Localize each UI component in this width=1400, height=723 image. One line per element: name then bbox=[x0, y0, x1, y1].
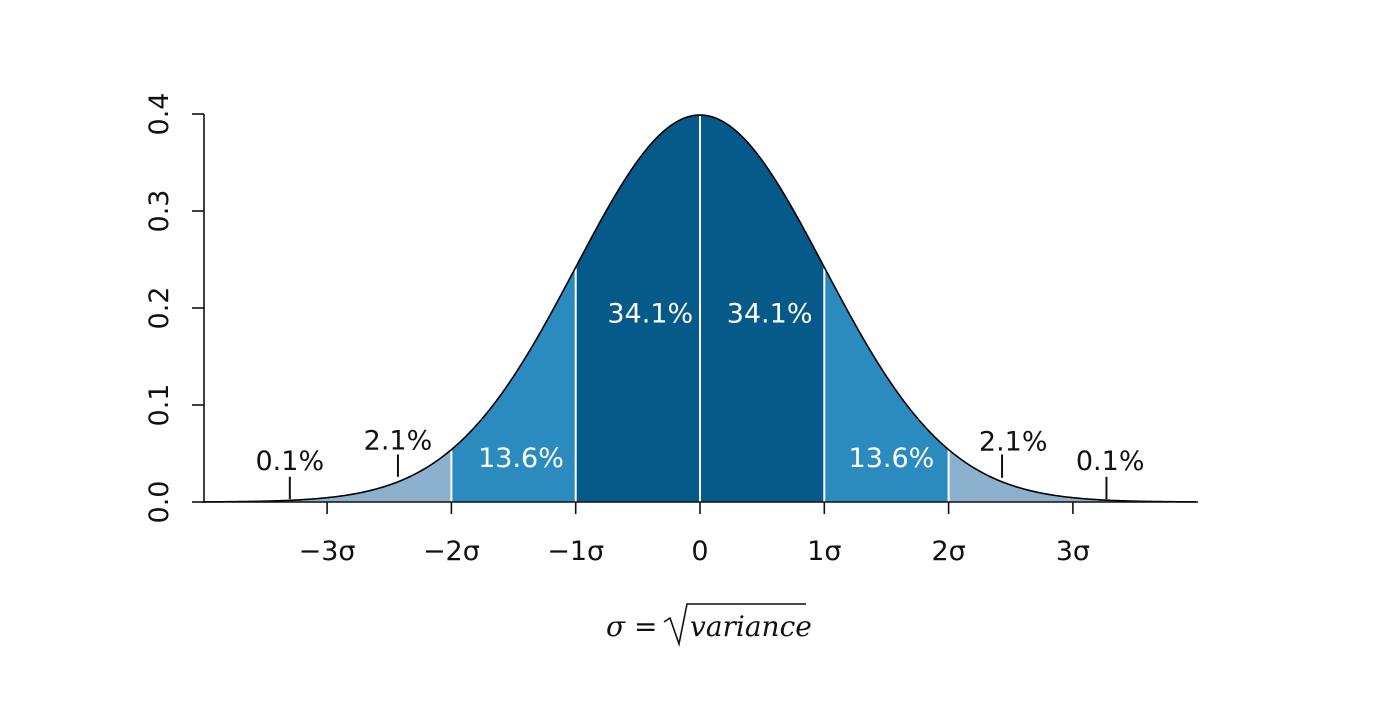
x-tick-label-6: 3σ bbox=[1056, 536, 1090, 567]
x-tick-label-0: −3σ bbox=[299, 536, 356, 567]
formula-radicand: variance bbox=[690, 610, 812, 643]
x-tick-label-2: −1σ bbox=[547, 536, 604, 567]
x-tick-label-1: −2σ bbox=[423, 536, 480, 567]
band-4 bbox=[948, 449, 1196, 502]
x-tick-label-4: 1σ bbox=[807, 536, 841, 567]
y-tick-label-3: 0.3 bbox=[144, 190, 175, 233]
band-0 bbox=[204, 449, 452, 502]
tail-label-2: 2.1% bbox=[979, 427, 1048, 458]
tail-label-3: 0.1% bbox=[1076, 446, 1145, 477]
x-tick-label-5: 2σ bbox=[931, 536, 965, 567]
annotation-layer: 34.1% 34.1% 13.6% 13.6% 0.1% 2.1% 2.1% 0.1% bbox=[256, 299, 1145, 500]
region-label-0: 34.1% bbox=[607, 299, 693, 330]
tail-label-0: 0.1% bbox=[256, 446, 325, 477]
y-tick-label-4: 0.4 bbox=[144, 93, 175, 136]
density-curve bbox=[204, 114, 1196, 503]
axes: −3σ −2σ −1σ 0 1σ 2σ 3σ 0.0 0.1 0.2 0.3 0.4 bbox=[144, 93, 1198, 567]
sigma-formula: σ = variance bbox=[606, 603, 812, 648]
divider-layer bbox=[450, 116, 950, 502]
region-label-2: 13.6% bbox=[478, 443, 564, 474]
region-label-1: 34.1% bbox=[727, 299, 813, 330]
tail-label-1: 2.1% bbox=[364, 426, 433, 457]
region-label-3: 13.6% bbox=[849, 443, 935, 474]
formula-lhs: σ = bbox=[606, 610, 657, 643]
x-tick-label-3: 0 bbox=[691, 536, 708, 567]
radical-sign bbox=[663, 603, 806, 648]
y-tick-label-2: 0.2 bbox=[144, 287, 175, 330]
y-tick-label-1: 0.1 bbox=[144, 384, 175, 427]
y-tick-label-0: 0.0 bbox=[144, 481, 175, 524]
